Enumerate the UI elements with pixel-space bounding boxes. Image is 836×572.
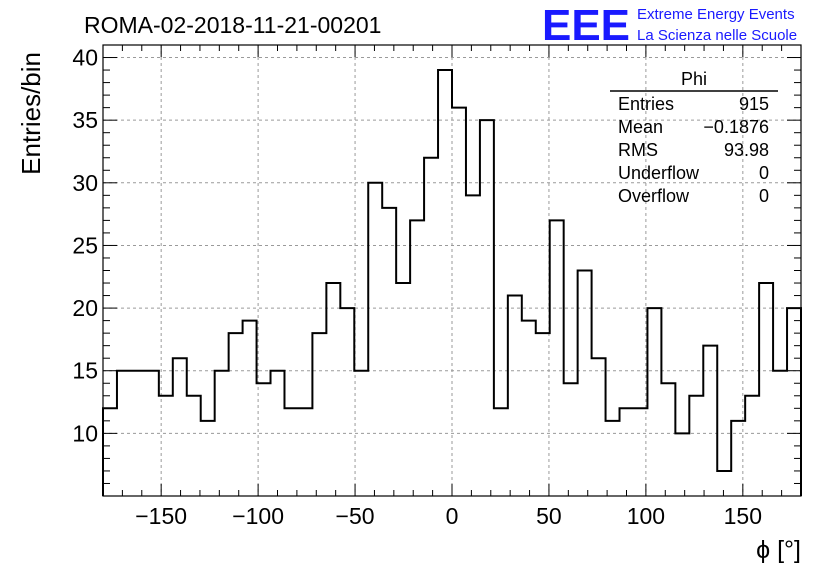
histogram-bin bbox=[159, 396, 173, 496]
histogram-bin bbox=[508, 296, 522, 496]
stats-row-label: Entries bbox=[618, 94, 674, 114]
histogram-bin bbox=[703, 346, 717, 496]
y-tick-label: 10 bbox=[72, 420, 98, 446]
y-axis-label: Entries/bin bbox=[16, 52, 46, 175]
histogram-bin bbox=[592, 358, 606, 496]
histogram-bin bbox=[103, 408, 117, 496]
histogram-bin bbox=[661, 383, 675, 496]
eee-logo: EEE Extreme Energy Events La Scienza nel… bbox=[542, 1, 797, 50]
histogram-bin bbox=[606, 421, 620, 496]
stats-box: Phi Entries 915 Mean −0.1876 RMS 93.98 Underfl… bbox=[610, 69, 778, 206]
histogram-bin bbox=[550, 220, 564, 496]
stats-row-label: Overflow bbox=[618, 186, 690, 206]
y-tick-label: 15 bbox=[72, 358, 98, 384]
histogram-bin bbox=[201, 421, 215, 496]
histogram-bin bbox=[647, 308, 661, 496]
histogram-bin bbox=[745, 396, 759, 496]
histogram-bin bbox=[494, 408, 508, 496]
histogram-bin bbox=[578, 271, 592, 497]
histogram-bin bbox=[396, 283, 410, 496]
stats-row-label: Underflow bbox=[618, 163, 700, 183]
histogram-bin bbox=[187, 396, 201, 496]
histogram-bin bbox=[717, 471, 731, 496]
histogram-bars bbox=[102, 69, 802, 497]
histogram-bin bbox=[340, 308, 354, 496]
histogram-bin bbox=[689, 396, 703, 496]
stats-box-title: Phi bbox=[681, 69, 707, 89]
histogram-bin bbox=[620, 408, 634, 496]
grid-layer bbox=[103, 45, 801, 496]
stats-row-value: 0 bbox=[759, 163, 769, 183]
histogram-bin bbox=[382, 208, 396, 496]
tick-labels: −150 −100 −50 0 50 100 150 10 15 20 25 30 35 40 bbox=[72, 45, 762, 529]
histogram-bin bbox=[173, 358, 187, 496]
histogram-bin bbox=[633, 408, 647, 496]
stats-row-value: 915 bbox=[739, 94, 769, 114]
y-tick-label: 20 bbox=[72, 295, 98, 321]
logo-line-1: Extreme Energy Events bbox=[637, 6, 795, 23]
x-tick-label: −50 bbox=[336, 503, 375, 529]
histogram-bin bbox=[466, 195, 480, 496]
stats-rows: Entries 915 Mean −0.1876 RMS 93.98 Underflow 0 O… bbox=[618, 94, 769, 206]
chart-title: ROMA-02-2018-11-21-00201 bbox=[84, 12, 381, 38]
histogram-bin bbox=[438, 70, 452, 496]
x-axis-label: ϕ [°] bbox=[756, 536, 801, 564]
axis-ticks bbox=[103, 44, 801, 497]
histogram-bin bbox=[536, 333, 550, 496]
x-tick-label: −150 bbox=[135, 503, 187, 529]
histogram-bin bbox=[243, 321, 257, 496]
histogram-bin bbox=[759, 283, 773, 496]
x-tick-label: 100 bbox=[627, 503, 665, 529]
histogram-bin bbox=[298, 408, 312, 496]
y-tick-label: 30 bbox=[72, 170, 98, 196]
histogram-bin bbox=[257, 383, 271, 496]
histogram-bin bbox=[452, 108, 466, 496]
x-tick-label: 150 bbox=[724, 503, 762, 529]
histogram-bin bbox=[424, 158, 438, 496]
y-tick-label: 25 bbox=[72, 232, 98, 258]
stats-row-value: 93.98 bbox=[724, 140, 769, 160]
histogram-bin bbox=[410, 220, 424, 496]
histogram-bin bbox=[787, 308, 801, 496]
y-tick-label: 40 bbox=[72, 45, 98, 71]
histogram-bin bbox=[284, 408, 298, 496]
histogram-bin bbox=[522, 321, 536, 496]
x-tick-label: 0 bbox=[446, 503, 459, 529]
histogram-bin bbox=[312, 333, 326, 496]
histogram-outline bbox=[102, 69, 802, 496]
x-tick-label: 50 bbox=[536, 503, 562, 529]
stats-row-value: −0.1876 bbox=[703, 117, 769, 137]
logo-line-2: La Scienza nelle Scuole bbox=[637, 27, 797, 44]
stats-row-label: Mean bbox=[618, 117, 663, 137]
stats-row-value: 0 bbox=[759, 186, 769, 206]
histogram-bin bbox=[215, 371, 229, 496]
histogram-bin bbox=[368, 183, 382, 496]
logo-mark: EEE bbox=[542, 1, 630, 50]
histogram-bin bbox=[675, 433, 689, 496]
x-tick-label: −100 bbox=[232, 503, 284, 529]
histogram-bin bbox=[229, 333, 243, 496]
histogram-bin bbox=[326, 283, 340, 496]
histogram-bin bbox=[564, 383, 578, 496]
y-tick-label: 35 bbox=[72, 107, 98, 133]
stats-row-label: RMS bbox=[618, 140, 658, 160]
